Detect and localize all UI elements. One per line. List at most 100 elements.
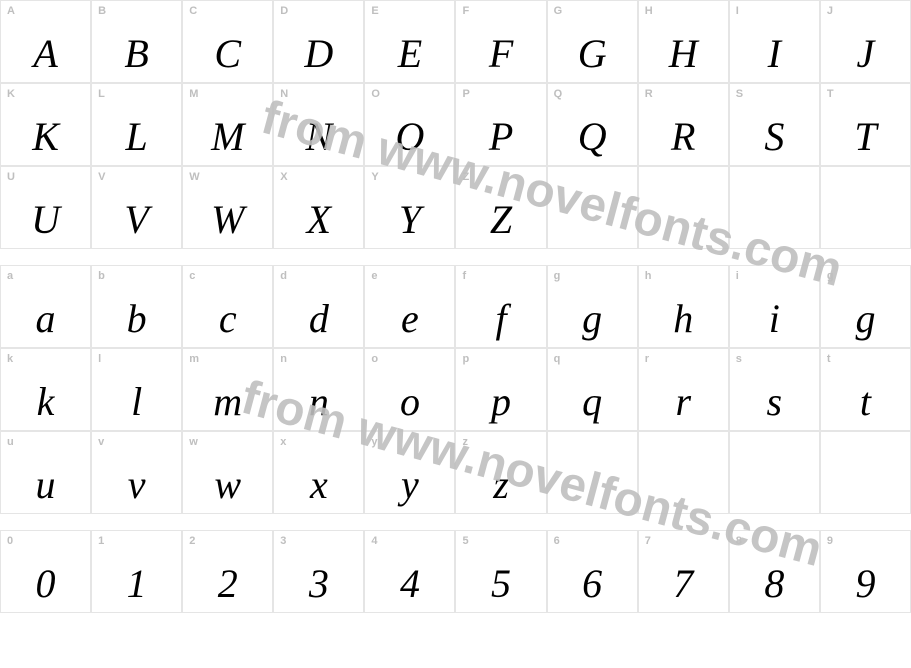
glyph-cell: EE [364, 0, 455, 83]
glyph-wrapper: a [1, 299, 90, 339]
glyph-wrapper: f [456, 299, 545, 339]
cell-key-label: i [736, 270, 739, 282]
cell-key-label: A [7, 5, 15, 17]
glyph-cell: gg [547, 265, 638, 348]
cell-key-label: S [736, 88, 743, 100]
glyph: H [669, 34, 698, 74]
cell-key-label: J [827, 5, 833, 17]
glyph-wrapper: x [274, 465, 363, 505]
glyph: M [211, 117, 244, 157]
glyph-cell: FF [455, 0, 546, 83]
glyph: A [33, 34, 57, 74]
glyph-wrapper: 2 [183, 564, 272, 604]
glyph-wrapper: M [183, 117, 272, 157]
glyph-cell: 66 [547, 530, 638, 613]
glyph-wrapper: g [821, 299, 910, 339]
glyph-cell: bb [91, 265, 182, 348]
glyph: d [309, 299, 329, 339]
glyph-wrapper: N [274, 117, 363, 157]
glyph: f [495, 299, 506, 339]
band-uppercase: AABBCCDDEEFFGGHHIIJJKKLLMMNNOOPPQQRRSSTT… [0, 0, 911, 249]
glyph-wrapper: R [639, 117, 728, 157]
glyph-cell: BB [91, 0, 182, 83]
glyph-cell: 22 [182, 530, 273, 613]
cell-key-label: q [554, 353, 561, 365]
glyph-wrapper: 1 [92, 564, 181, 604]
glyph: O [395, 117, 424, 157]
glyph-wrapper: Z [456, 200, 545, 240]
cell-key-label: o [371, 353, 378, 365]
cell-key-label: Q [554, 88, 563, 100]
cell-key-label: h [645, 270, 652, 282]
cell-key-label: g [554, 270, 561, 282]
glyph: W [211, 200, 244, 240]
glyph-cell: DD [273, 0, 364, 83]
glyph-cell: LL [91, 83, 182, 166]
glyph-cell: MM [182, 83, 273, 166]
cell-key-label: B [98, 5, 106, 17]
glyph-cell: ss [729, 348, 820, 431]
glyph-wrapper: l [92, 382, 181, 422]
glyph: Y [399, 200, 421, 240]
cell-key-label: D [280, 5, 288, 17]
glyph: m [213, 382, 242, 422]
glyph-wrapper: H [639, 34, 728, 74]
cell-key-label: e [371, 270, 377, 282]
cell-key-label: 2 [189, 535, 195, 547]
glyph-cell: NN [273, 83, 364, 166]
glyph: l [131, 382, 142, 422]
cell-key-label: y [371, 436, 377, 448]
cell-key-label: z [462, 436, 468, 448]
cell-key-label: p [462, 353, 469, 365]
glyph-cell: SS [729, 83, 820, 166]
glyph: 1 [127, 564, 147, 604]
glyph-wrapper: Q [548, 117, 637, 157]
glyph-wrapper: z [456, 465, 545, 505]
glyph-cell: nn [273, 348, 364, 431]
glyph-wrapper: e [365, 299, 454, 339]
empty-cell [729, 166, 820, 249]
glyph: q [582, 382, 602, 422]
cell-key-label: d [280, 270, 287, 282]
glyph-wrapper: n [274, 382, 363, 422]
cell-key-label: K [7, 88, 15, 100]
cell-key-label: Z [462, 171, 469, 183]
glyph: s [767, 382, 783, 422]
cell-key-label: N [280, 88, 288, 100]
glyph-cell: CC [182, 0, 273, 83]
glyph-wrapper: 0 [1, 564, 90, 604]
glyph-wrapper: k [1, 382, 90, 422]
cell-key-label: P [462, 88, 469, 100]
glyph: 6 [582, 564, 602, 604]
band-gap [0, 514, 911, 530]
glyph-wrapper: p [456, 382, 545, 422]
glyph-cell: UU [0, 166, 91, 249]
cell-key-label: F [462, 5, 469, 17]
cell-key-label: m [189, 353, 199, 365]
glyph-cell: GG [547, 0, 638, 83]
glyph-cell: TT [820, 83, 911, 166]
glyph: X [307, 200, 331, 240]
glyph-wrapper: J [821, 34, 910, 74]
glyph: Q [578, 117, 607, 157]
glyph-wrapper: F [456, 34, 545, 74]
glyph: g [855, 299, 875, 339]
cell-key-label: 4 [371, 535, 377, 547]
glyph-cell: vv [91, 431, 182, 514]
glyph-cell: XX [273, 166, 364, 249]
glyph-cell: 00 [0, 530, 91, 613]
glyph: 8 [764, 564, 784, 604]
glyph-cell: ww [182, 431, 273, 514]
glyph-cell: ee [364, 265, 455, 348]
glyph-wrapper: X [274, 200, 363, 240]
glyph-cell: ii [729, 265, 820, 348]
glyph: L [126, 117, 148, 157]
glyph-cell: OO [364, 83, 455, 166]
glyph-wrapper: K [1, 117, 90, 157]
cell-key-label: E [371, 5, 378, 17]
glyph-cell: JJ [820, 0, 911, 83]
glyph-wrapper: 3 [274, 564, 363, 604]
glyph-cell: pp [455, 348, 546, 431]
glyph-cell: kk [0, 348, 91, 431]
glyph-cell: qq [547, 348, 638, 431]
